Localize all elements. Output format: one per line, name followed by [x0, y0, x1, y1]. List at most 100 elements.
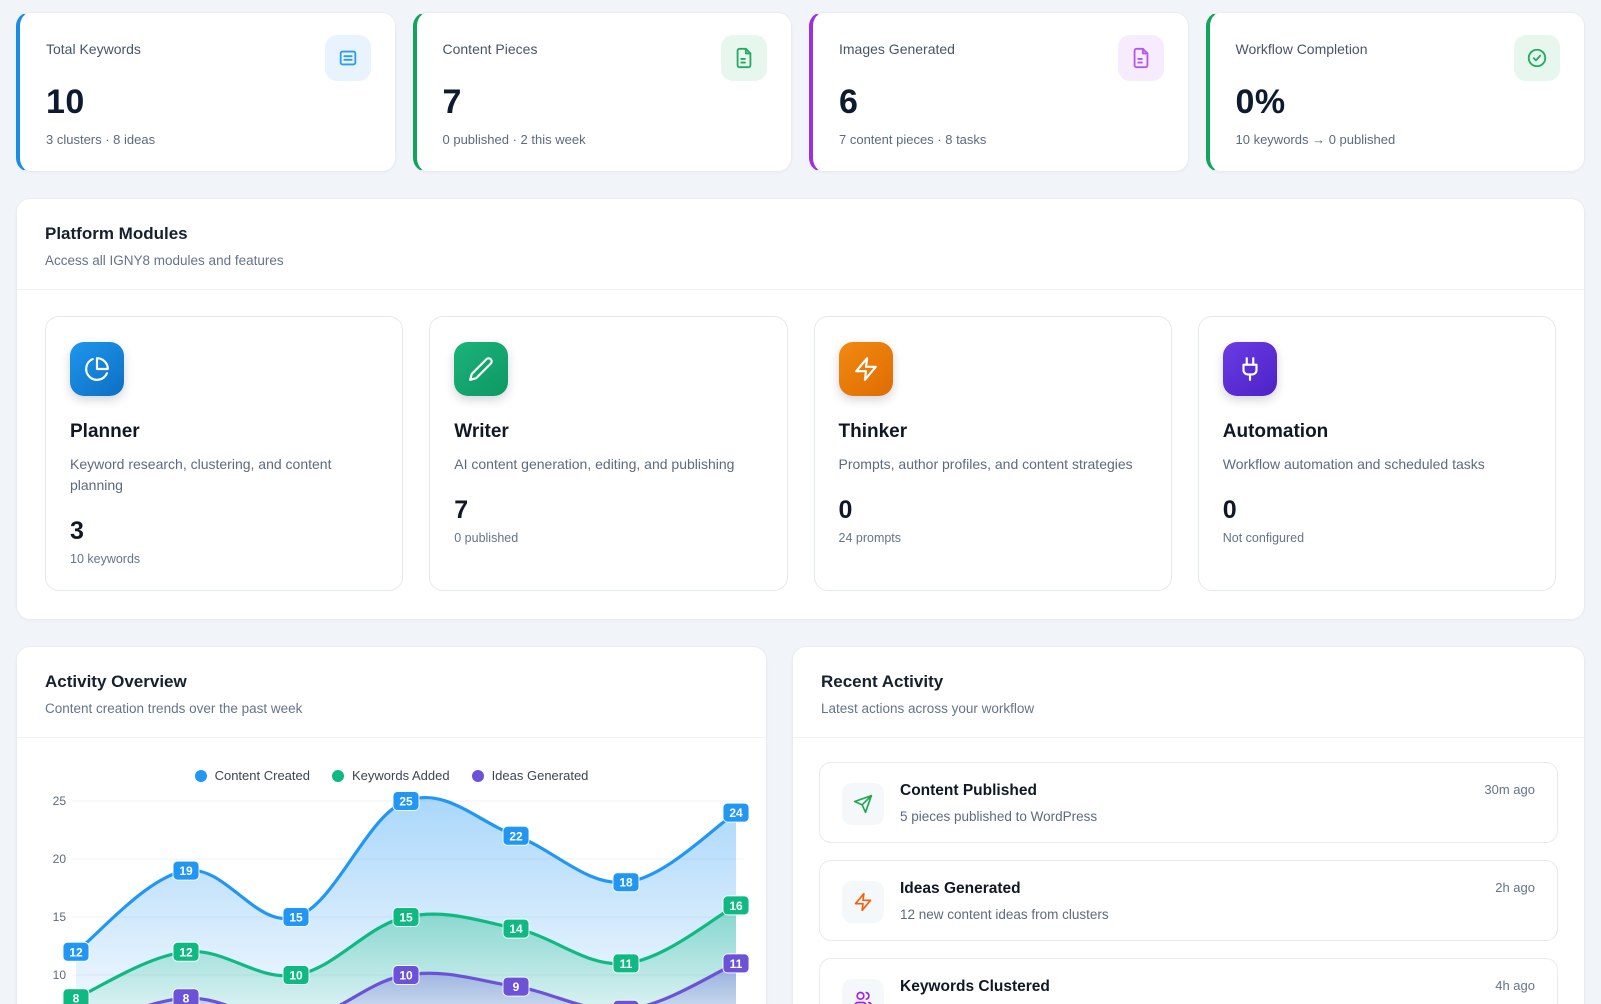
divider	[793, 737, 1584, 738]
recent-activity-header: Recent Activity Latest actions across yo…	[793, 647, 1584, 737]
check-circle-icon	[1514, 35, 1560, 81]
module-value: 7	[454, 496, 469, 524]
stat-value: 10	[46, 83, 85, 121]
divider	[17, 289, 1584, 290]
platform-modules-header: Platform Modules Access all IGNY8 module…	[17, 199, 1584, 289]
recent-activity-list: Content Published 5 pieces published to …	[793, 738, 1584, 1004]
zap-icon	[842, 881, 884, 923]
legend-label: Keywords Added	[351, 768, 450, 783]
legend-item-content-created[interactable]: Content Created	[194, 768, 310, 783]
platform-modules-subtitle: Access all IGNY8 modules and features	[45, 253, 284, 268]
svg-text:15: 15	[399, 911, 413, 925]
module-name: Planner	[70, 421, 140, 442]
svg-text:25: 25	[53, 794, 67, 808]
activity-timestamp: 30m ago	[1484, 782, 1535, 797]
users-icon	[842, 979, 884, 1004]
svg-text:8: 8	[73, 992, 80, 1004]
stat-label: Content Pieces	[442, 41, 538, 57]
stat-label: Workflow Completion	[1235, 41, 1368, 57]
stat-label: Images Generated	[839, 41, 955, 57]
legend-item-keywords-added[interactable]: Keywords Added	[331, 768, 450, 783]
svg-text:12: 12	[69, 945, 83, 959]
activity-timestamp: 2h ago	[1495, 880, 1535, 895]
file-image-icon	[1117, 35, 1164, 81]
activity-description: 5 pieces published to WordPress	[900, 809, 1098, 824]
stats-row: Total Keywords 10 3 clusters · 8 ideas C…	[16, 12, 1585, 172]
zap-icon	[838, 342, 893, 396]
module-value: 0	[1222, 496, 1237, 524]
module-sub: 0 published	[454, 531, 519, 545]
stat-sub: 3 clusters · 8 ideas	[46, 132, 156, 147]
module-name: Writer	[454, 421, 509, 442]
stat-sub: 7 content pieces · 8 tasks	[839, 132, 987, 147]
stat-card: Workflow Completion 0% 10 keywords → 0 p…	[1205, 12, 1585, 172]
stat-value: 6	[839, 83, 859, 121]
list-icon	[324, 35, 371, 81]
module-value: 0	[838, 496, 853, 524]
module-card-planner[interactable]: Planner Keyword research, clustering, an…	[45, 316, 404, 591]
activity-line-chart: 252015105MonTueWedThuFriSatSun 12 19 15 …	[35, 787, 750, 1004]
activity-title: Ideas Generated	[900, 880, 1021, 897]
recent-activity-panel: Recent Activity Latest actions across yo…	[792, 646, 1585, 1004]
activity-overview-title: Activity Overview	[45, 672, 187, 691]
module-sub: 24 prompts	[838, 531, 902, 545]
legend-dot	[194, 769, 207, 782]
stat-label: Total Keywords	[46, 41, 141, 57]
stat-value: 0%	[1235, 83, 1286, 121]
stat-card: Images Generated 6 7 content pieces · 8 …	[809, 12, 1189, 172]
pencil-icon	[454, 342, 509, 396]
stat-value: 7	[442, 83, 462, 121]
svg-text:20: 20	[53, 852, 67, 866]
pie-chart-icon	[70, 342, 124, 396]
svg-text:24: 24	[729, 806, 743, 820]
chart-legend: Content Created Keywords Added Ideas Gen…	[35, 768, 748, 783]
module-name: Automation	[1222, 421, 1329, 442]
activity-item[interactable]: Ideas Generated 12 new content ideas fro…	[819, 860, 1558, 941]
plug-icon	[1222, 342, 1277, 396]
activity-title: Keywords Clustered	[900, 978, 1050, 995]
svg-text:11: 11	[620, 957, 633, 971]
stat-sub: 0 published · 2 this week	[442, 132, 586, 147]
legend-label: Ideas Generated	[491, 768, 589, 783]
module-name: Thinker	[838, 421, 908, 442]
activity-chart-svg: 252015105MonTueWedThuFriSatSun 12 19 15 …	[53, 791, 750, 1004]
activity-overview-panel: Activity Overview Content creation trend…	[16, 646, 767, 1004]
svg-text:16: 16	[729, 899, 743, 913]
stat-sub: 10 keywords → 0 published	[1235, 132, 1396, 147]
module-description: Keyword research, clustering, and conten…	[70, 456, 332, 493]
stat-card: Content Pieces 7 0 published · 2 this we…	[412, 12, 792, 172]
divider	[17, 737, 766, 738]
svg-text:14: 14	[509, 922, 523, 936]
module-card-writer[interactable]: Writer AI content generation, editing, a…	[429, 316, 788, 591]
svg-text:8: 8	[183, 992, 190, 1004]
platform-modules-title: Platform Modules	[45, 224, 188, 243]
svg-text:22: 22	[509, 829, 523, 843]
svg-text:10: 10	[289, 969, 303, 983]
legend-dot	[331, 769, 344, 782]
activity-overview-subtitle: Content creation trends over the past we…	[45, 701, 303, 716]
svg-text:10: 10	[53, 968, 67, 982]
stat-card: Total Keywords 10 3 clusters · 8 ideas	[16, 12, 396, 172]
send-icon	[842, 783, 884, 825]
legend-dot	[471, 769, 484, 782]
legend-item-ideas-generated[interactable]: Ideas Generated	[471, 768, 589, 783]
activity-title: Content Published	[900, 782, 1037, 799]
recent-activity-title: Recent Activity	[821, 672, 944, 691]
module-card-thinker[interactable]: Thinker Prompts, author profiles, and co…	[813, 316, 1172, 591]
module-description: Workflow automation and scheduled tasks	[1222, 456, 1485, 472]
svg-text:11: 11	[730, 957, 743, 971]
module-description: AI content generation, editing, and publ…	[454, 456, 735, 472]
activity-item[interactable]: Content Published 5 pieces published to …	[819, 762, 1558, 843]
legend-label: Content Created	[214, 768, 310, 783]
svg-text:15: 15	[53, 910, 67, 924]
svg-text:10: 10	[399, 969, 413, 983]
svg-text:15: 15	[289, 911, 303, 925]
activity-item[interactable]: Keywords Clustered 45 keywords grouped i…	[819, 958, 1558, 1004]
activity-timestamp: 4h ago	[1495, 978, 1535, 993]
svg-text:12: 12	[179, 945, 193, 959]
module-card-automation[interactable]: Automation Workflow automation and sched…	[1197, 316, 1556, 591]
module-sub: 10 keywords	[70, 552, 141, 566]
svg-text:9: 9	[513, 980, 520, 994]
activity-chart-area: Content Created Keywords Added Ideas Gen…	[17, 738, 766, 1004]
module-sub: Not configured	[1222, 531, 1305, 545]
